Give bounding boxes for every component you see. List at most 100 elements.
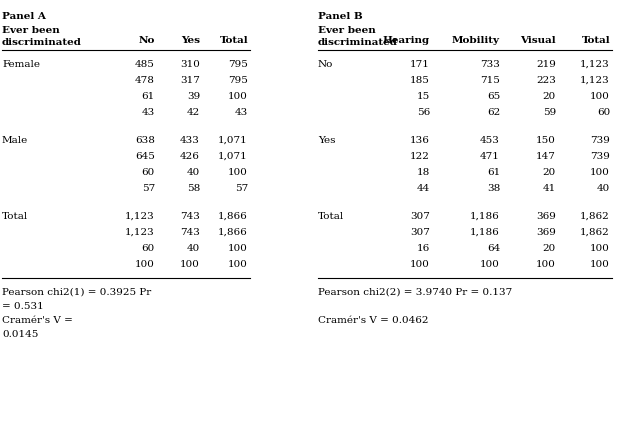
Text: discriminated: discriminated [2,38,82,47]
Text: 1,071: 1,071 [218,152,248,161]
Text: Cramér's V =: Cramér's V = [2,316,73,325]
Text: 42: 42 [187,108,200,117]
Text: Female: Female [2,60,40,69]
Text: 20: 20 [542,244,556,253]
Text: Panel A: Panel A [2,12,46,21]
Text: 478: 478 [135,76,155,85]
Text: 1,123: 1,123 [580,76,610,85]
Text: 15: 15 [417,92,430,101]
Text: 185: 185 [410,76,430,85]
Text: 100: 100 [135,260,155,269]
Text: 100: 100 [228,168,248,177]
Text: Yes: Yes [318,136,336,145]
Text: 715: 715 [480,76,500,85]
Text: No: No [318,60,333,69]
Text: 59: 59 [542,108,556,117]
Text: 100: 100 [180,260,200,269]
Text: 100: 100 [228,260,248,269]
Text: 57: 57 [142,184,155,193]
Text: 1,862: 1,862 [580,228,610,237]
Text: 40: 40 [187,168,200,177]
Text: 638: 638 [135,136,155,145]
Text: 369: 369 [536,212,556,221]
Text: Total: Total [2,212,28,221]
Text: 1,862: 1,862 [580,212,610,221]
Text: 43: 43 [142,108,155,117]
Text: 1,071: 1,071 [218,136,248,145]
Text: 1,866: 1,866 [218,228,248,237]
Text: Ever been: Ever been [318,26,376,35]
Text: 739: 739 [590,136,610,145]
Text: 1,186: 1,186 [470,228,500,237]
Text: 64: 64 [487,244,500,253]
Text: 433: 433 [180,136,200,145]
Text: 100: 100 [228,244,248,253]
Text: 307: 307 [410,212,430,221]
Text: 795: 795 [228,76,248,85]
Text: 136: 136 [410,136,430,145]
Text: 150: 150 [536,136,556,145]
Text: 219: 219 [536,60,556,69]
Text: 60: 60 [142,168,155,177]
Text: Ever been: Ever been [2,26,60,35]
Text: = 0.531: = 0.531 [2,302,44,311]
Text: 40: 40 [597,184,610,193]
Text: 0.0145: 0.0145 [2,330,38,339]
Text: 795: 795 [228,60,248,69]
Text: 100: 100 [590,244,610,253]
Text: 61: 61 [142,92,155,101]
Text: 1,186: 1,186 [470,212,500,221]
Text: 38: 38 [487,184,500,193]
Text: 16: 16 [417,244,430,253]
Text: 485: 485 [135,60,155,69]
Text: 1,866: 1,866 [218,212,248,221]
Text: Hearing: Hearing [383,36,430,45]
Text: 60: 60 [142,244,155,253]
Text: Pearson chi2(1) = 0.3925 Pr: Pearson chi2(1) = 0.3925 Pr [2,288,151,297]
Text: 310: 310 [180,60,200,69]
Text: 18: 18 [417,168,430,177]
Text: 739: 739 [590,152,610,161]
Text: Mobility: Mobility [452,36,500,45]
Text: 100: 100 [590,92,610,101]
Text: Pearson chi2(2) = 3.9740 Pr = 0.137: Pearson chi2(2) = 3.9740 Pr = 0.137 [318,288,512,297]
Text: 453: 453 [480,136,500,145]
Text: 20: 20 [542,92,556,101]
Text: 40: 40 [187,244,200,253]
Text: 58: 58 [187,184,200,193]
Text: 39: 39 [187,92,200,101]
Text: Panel B: Panel B [318,12,362,21]
Text: 57: 57 [235,184,248,193]
Text: 100: 100 [590,168,610,177]
Text: 122: 122 [410,152,430,161]
Text: 743: 743 [180,212,200,221]
Text: Male: Male [2,136,28,145]
Text: Visual: Visual [521,36,556,45]
Text: 1,123: 1,123 [580,60,610,69]
Text: 743: 743 [180,228,200,237]
Text: 1,123: 1,123 [125,228,155,237]
Text: No: No [139,36,155,45]
Text: 307: 307 [410,228,430,237]
Text: 733: 733 [480,60,500,69]
Text: 100: 100 [536,260,556,269]
Text: 43: 43 [235,108,248,117]
Text: Total: Total [219,36,248,45]
Text: discriminated: discriminated [318,38,398,47]
Text: 60: 60 [597,108,610,117]
Text: 100: 100 [590,260,610,269]
Text: 41: 41 [542,184,556,193]
Text: 471: 471 [480,152,500,161]
Text: 61: 61 [487,168,500,177]
Text: 369: 369 [536,228,556,237]
Text: 645: 645 [135,152,155,161]
Text: 56: 56 [417,108,430,117]
Text: 44: 44 [417,184,430,193]
Text: 62: 62 [487,108,500,117]
Text: Cramér's V = 0.0462: Cramér's V = 0.0462 [318,316,429,325]
Text: 20: 20 [542,168,556,177]
Text: 100: 100 [410,260,430,269]
Text: Total: Total [318,212,344,221]
Text: 317: 317 [180,76,200,85]
Text: 223: 223 [536,76,556,85]
